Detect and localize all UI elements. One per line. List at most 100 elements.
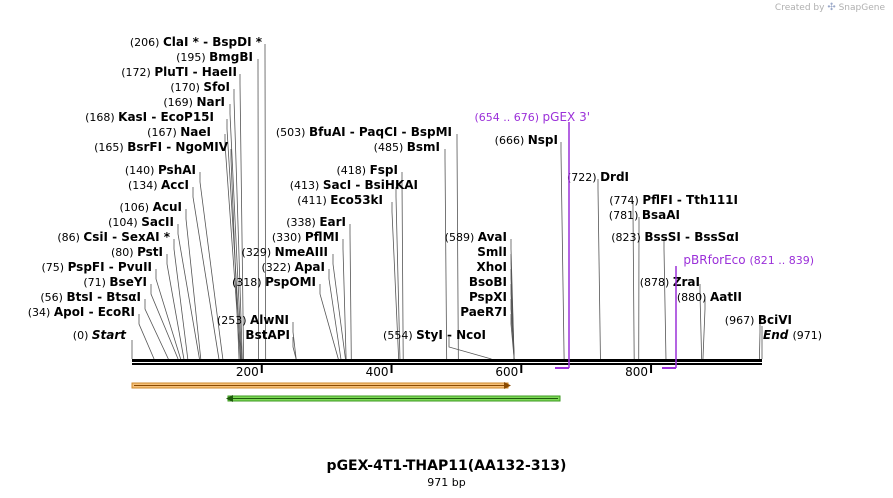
site-pspxi[interactable]: PspXI <box>469 290 507 304</box>
site-position: (967) <box>725 314 758 327</box>
site-bsobi[interactable]: BsoBI <box>469 275 507 289</box>
site-label: (56) BtsI - BtsαI <box>40 290 141 304</box>
site-smli[interactable]: SmlI <box>477 245 507 259</box>
site-name: ClaI * - BspDI * <box>163 35 263 49</box>
site-name: AccI <box>161 178 189 192</box>
site-nari[interactable]: (169) NarI <box>163 95 225 109</box>
site-bmgbi[interactable]: (195) BmgBI <box>176 50 253 64</box>
leader-line <box>342 239 347 360</box>
site-nspi[interactable]: (666) NspI <box>495 133 558 147</box>
leader-line <box>292 322 297 360</box>
site-label: (330) PflMI <box>272 230 339 244</box>
site-label: (485) BsmI <box>374 140 440 154</box>
site-position: (195) <box>176 51 209 64</box>
leader-line <box>349 224 352 360</box>
site-xhoi[interactable]: XhoI <box>476 260 507 274</box>
site-bsmi[interactable]: (485) BsmI <box>374 140 440 154</box>
tick-400: 400 <box>366 365 393 379</box>
plasmid-name: pGEX-4T1-THAP11(AA132-313) <box>326 458 567 474</box>
site-label: (75) PspFI - PvuII <box>42 260 152 274</box>
site-apai[interactable]: (322) ApaI <box>261 260 325 274</box>
leader-line <box>155 269 182 360</box>
site-label: XhoI <box>476 260 507 274</box>
site-sacii[interactable]: (104) SacII <box>108 215 174 229</box>
leader-line <box>224 134 241 360</box>
site-saci-bsihkai[interactable]: (413) SacI - BsiHKAI <box>290 178 418 192</box>
site-bsrfi-ngomiv[interactable]: (165) BsrFI - NgoMIV <box>94 140 229 154</box>
site-acui[interactable]: (106) AcuI <box>120 200 183 214</box>
site-zrai[interactable]: (878) ZraI <box>640 275 700 289</box>
site-label: (418) FspI <box>337 163 398 177</box>
site-bcivi[interactable]: (967) BciVI <box>725 313 792 327</box>
site-acci[interactable]: (134) AccI <box>128 178 189 192</box>
site-pshai[interactable]: (140) PshAI <box>125 163 196 177</box>
tick-600: 600 <box>495 365 523 379</box>
site-bsssi-bsss-i[interactable]: (823) BssSI - BssSαI <box>611 230 739 244</box>
site-pluti-haeii[interactable]: (172) PluTI - HaeII <box>121 65 237 79</box>
site-aatii[interactable]: (880) AatII <box>677 290 742 304</box>
axis-ticks: 200 400 600 800 <box>236 365 653 379</box>
site-fspi[interactable]: (418) FspI <box>337 163 398 177</box>
site-pspomi[interactable]: (318) PspOMI <box>232 275 316 289</box>
site-bsaai[interactable]: (781) BsaAI <box>609 208 680 222</box>
site-label: (666) NspI <box>495 133 558 147</box>
site-name: PluTI - HaeII <box>154 65 237 79</box>
site-psti[interactable]: (80) PstI <box>111 245 163 259</box>
site-avai[interactable]: (589) AvaI <box>445 230 507 244</box>
site-pflmi[interactable]: (330) PflMI <box>272 230 339 244</box>
site-position: (86) <box>57 231 83 244</box>
site-apoi-ecori[interactable]: (34) ApoI - EcoRI <box>28 305 135 319</box>
site-csii-sexai[interactable]: (86) CsiI - SexAI * <box>57 230 170 244</box>
site-position: (206) <box>130 36 163 49</box>
site-pspfi-pvuii[interactable]: (75) PspFI - PvuII <box>42 260 152 274</box>
site-name: BsaAI <box>642 208 680 222</box>
site-naei[interactable]: (167) NaeI <box>147 125 211 139</box>
plasmid-size: 971 bp <box>427 476 466 489</box>
site-paer7i[interactable]: PaeR7I <box>460 305 507 319</box>
site-labels: (206) ClaI * - BspDI *(195) BmgBI(172) P… <box>28 35 792 342</box>
feature-orange[interactable] <box>131 382 511 389</box>
leader-line <box>264 44 267 360</box>
leader-line <box>456 134 459 360</box>
site-name: AvaI <box>478 230 507 244</box>
site-position: (774) <box>609 194 642 207</box>
start-label: (0) Start <box>73 328 127 342</box>
feature-green[interactable] <box>226 395 561 402</box>
primer-pbrforeco[interactable]: pBRforEco (821 .. 839) <box>662 253 814 369</box>
site-label: BstAPI <box>245 328 290 342</box>
site-position: (140) <box>125 164 158 177</box>
site-bseyi[interactable]: (71) BseYI <box>83 275 147 289</box>
site-name: BseYI <box>109 275 147 289</box>
site-sfoi[interactable]: (170) SfoI <box>170 80 230 94</box>
backbone-top-strand <box>132 359 762 362</box>
site-alwni[interactable]: (253) AlwNI <box>217 313 289 327</box>
site-name: BciVI <box>758 313 792 327</box>
site-name: ApaI <box>295 260 325 274</box>
site-styi-ncoi[interactable]: (554) StyI - NcoI <box>383 328 486 342</box>
site-bfuai-paqci-bspmi[interactable]: (503) BfuAI - PaqCI - BspMI <box>276 125 452 139</box>
primer-pgex-3[interactable]: (654 .. 676) pGEX 3' <box>474 110 590 369</box>
site-name: EarI <box>319 215 346 229</box>
site-position: (169) <box>163 96 196 109</box>
site-eari[interactable]: (338) EarI <box>286 215 346 229</box>
site-btsi-bts-i[interactable]: (56) BtsI - BtsαI <box>40 290 141 304</box>
site-position: (168) <box>85 111 118 124</box>
site-label: (169) NarI <box>163 95 225 109</box>
site-name: PaeR7I <box>460 305 507 319</box>
site-pflfi-tth111i[interactable]: (774) PflFI - Tth111I <box>609 193 738 207</box>
site-position: (34) <box>28 306 54 319</box>
site-label: (165) BsrFI - NgoMIV <box>94 140 229 154</box>
site-nmeaiii[interactable]: (329) NmeAIII <box>242 245 328 259</box>
site-clai-bspdi[interactable]: (206) ClaI * - BspDI * <box>130 35 263 49</box>
credit-brand: SnapGene <box>838 3 885 13</box>
site-position: (330) <box>272 231 305 244</box>
site-bstapi[interactable]: BstAPI <box>245 328 290 342</box>
site-kasi-ecop15i[interactable]: (168) KasI - EcoP15I <box>85 110 214 124</box>
site-position: (165) <box>94 141 127 154</box>
leader-line <box>138 314 155 360</box>
site-label: (880) AatII <box>677 290 742 304</box>
site-label: (170) SfoI <box>170 80 230 94</box>
site-eco53ki[interactable]: (411) Eco53kI <box>297 193 383 207</box>
site-drdi[interactable]: (722) DrdI <box>567 170 629 184</box>
